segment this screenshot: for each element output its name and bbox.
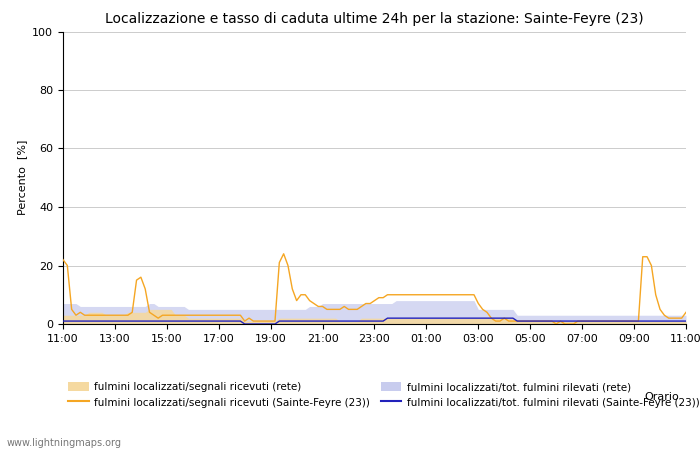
Text: Orario: Orario	[644, 392, 679, 401]
Y-axis label: Percento  [%]: Percento [%]	[17, 140, 27, 216]
Title: Localizzazione e tasso di caduta ultime 24h per la stazione: Sainte-Feyre (23): Localizzazione e tasso di caduta ultime …	[105, 12, 644, 26]
Legend: fulmini localizzati/segnali ricevuti (rete), fulmini localizzati/segnali ricevut: fulmini localizzati/segnali ricevuti (re…	[68, 382, 699, 408]
Text: www.lightningmaps.org: www.lightningmaps.org	[7, 438, 122, 448]
